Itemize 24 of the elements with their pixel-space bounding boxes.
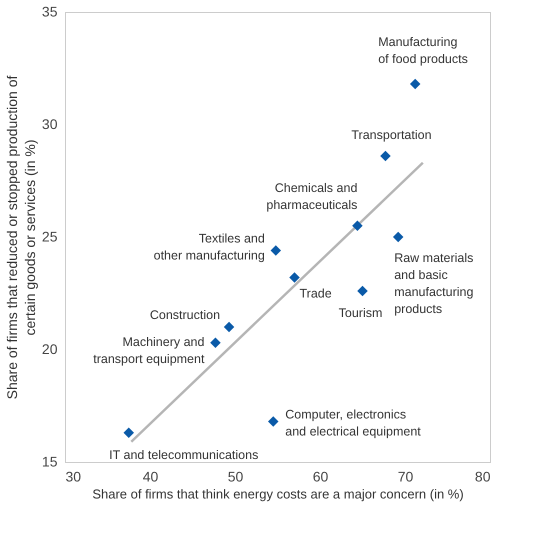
x-tick-label: 40 — [142, 468, 158, 484]
y-tick-label: 30 — [42, 116, 58, 132]
annotation: Transportation — [351, 128, 432, 142]
annotation: IT and telecommunications — [109, 448, 258, 462]
y-tick-label: 15 — [42, 454, 58, 470]
annotation: Computer, electronics and electrical equipment — [285, 408, 422, 438]
x-tick-label: 80 — [474, 468, 491, 484]
y-axis-title: Share of firms that reduced or stopped production of certain goods or services (in %) — [4, 76, 38, 400]
x-tick-label: 50 — [228, 468, 244, 484]
y-tick-label: 20 — [42, 341, 58, 357]
annotation: Tourism — [338, 306, 382, 320]
y-tick-label: 35 — [42, 4, 58, 20]
annotation: Construction — [150, 308, 220, 322]
annotation: Machinery and transport equipment — [93, 334, 205, 366]
annotation: Chemicals and pharmaceuticals — [266, 180, 358, 212]
x-tick-label: 30 — [66, 468, 82, 484]
x-tick-label: 60 — [312, 468, 328, 484]
annotation: Manufacturing of food products — [378, 35, 468, 66]
annotation: Raw materials and basic manufacturing products — [394, 251, 474, 316]
x-axis-title: Share of firms that think energy costs are a major concern (in %) — [92, 486, 464, 502]
x-tick-label: 70 — [398, 468, 414, 484]
annotation: Trade — [300, 286, 332, 300]
annotation: Textiles and other manufacturing — [154, 232, 265, 262]
y-tick-label: 25 — [42, 228, 58, 244]
